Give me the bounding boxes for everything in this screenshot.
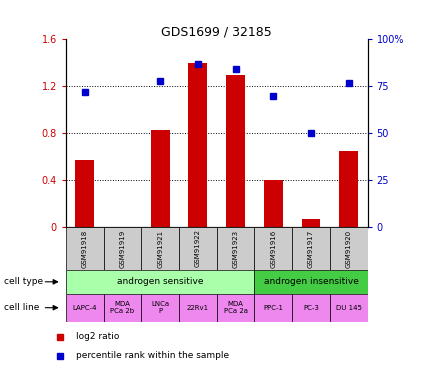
Text: cell type: cell type (4, 278, 43, 286)
Text: LNCa
P: LNCa P (151, 301, 169, 314)
Text: LAPC-4: LAPC-4 (73, 304, 97, 310)
Bar (188, 63, 207, 227)
Text: percentile rank within the sample: percentile rank within the sample (76, 351, 229, 360)
Bar (339, 151, 358, 227)
Bar (226, 75, 245, 227)
Text: DU 145: DU 145 (336, 304, 362, 310)
Bar (292, 294, 330, 322)
Bar (141, 294, 179, 322)
Bar (104, 294, 141, 322)
Bar (264, 180, 283, 227)
Text: GSM91919: GSM91919 (119, 229, 125, 268)
Bar (141, 227, 179, 270)
Bar (292, 227, 330, 270)
Bar (104, 227, 141, 270)
Text: log2 ratio: log2 ratio (76, 332, 119, 341)
Text: MDA
PCa 2a: MDA PCa 2a (224, 301, 248, 314)
Bar (66, 227, 104, 270)
Bar (330, 227, 368, 270)
Text: GSM91917: GSM91917 (308, 229, 314, 268)
Text: GSM91923: GSM91923 (232, 230, 238, 267)
Text: GSM91918: GSM91918 (82, 229, 88, 268)
Bar (255, 227, 292, 270)
Bar (66, 270, 255, 294)
Bar (66, 294, 104, 322)
Text: cell line: cell line (4, 303, 40, 312)
Text: 22Rv1: 22Rv1 (187, 304, 209, 310)
Text: PC-3: PC-3 (303, 304, 319, 310)
Bar (302, 219, 320, 227)
Text: GSM91920: GSM91920 (346, 230, 352, 267)
Text: GSM91922: GSM91922 (195, 230, 201, 267)
Bar (255, 270, 368, 294)
Text: MDA
PCa 2b: MDA PCa 2b (110, 301, 135, 314)
Bar (217, 227, 255, 270)
Bar (255, 294, 292, 322)
Text: GSM91916: GSM91916 (270, 229, 276, 268)
Bar (330, 294, 368, 322)
Bar (179, 294, 217, 322)
Text: androgen insensitive: androgen insensitive (264, 278, 358, 286)
Bar (151, 130, 170, 227)
Title: GDS1699 / 32185: GDS1699 / 32185 (162, 25, 272, 38)
Bar (217, 294, 255, 322)
Bar (179, 227, 217, 270)
Bar (75, 160, 94, 227)
Text: GSM91921: GSM91921 (157, 230, 163, 267)
Text: PPC-1: PPC-1 (264, 304, 283, 310)
Text: androgen sensitive: androgen sensitive (117, 278, 204, 286)
